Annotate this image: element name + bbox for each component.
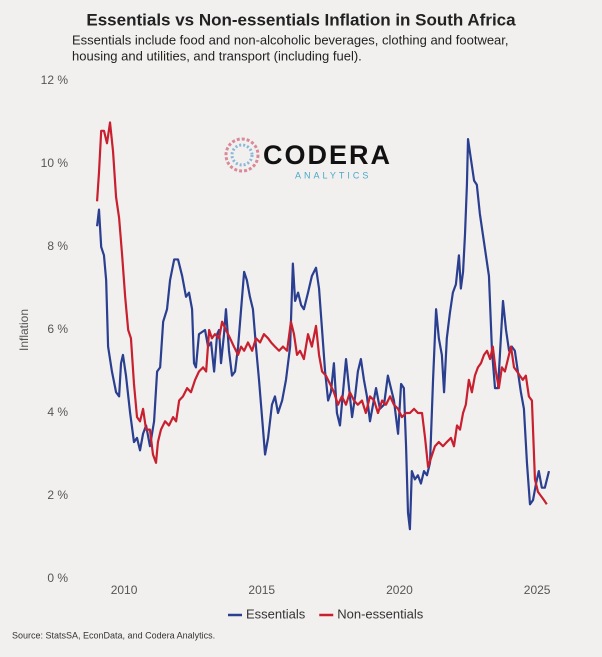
source: Source: StatsSA, EconData, and Codera An… <box>12 630 215 640</box>
x-tick-label: 2020 <box>386 583 413 597</box>
subtitle: housing and utilities, and transport (in… <box>72 48 362 63</box>
subtitle: Essentials include food and non-alcoholi… <box>72 32 509 47</box>
logo: CODERA ANALYTICS <box>224 137 392 180</box>
y-tick-label: 12 % <box>41 73 69 87</box>
logo-text: CODERA <box>263 140 392 170</box>
logo-mark <box>230 143 254 167</box>
series-line <box>95 121 548 505</box>
chart-title: Essentials vs Non-essentials Inflation i… <box>86 10 516 29</box>
y-tick-label: 6 % <box>47 322 68 336</box>
y-tick-label: 0 % <box>47 571 68 585</box>
x-tick-label: 2015 <box>248 583 275 597</box>
y-tick-label: 4 % <box>47 405 68 419</box>
y-tick-label: 8 % <box>47 239 68 253</box>
logo-subtext: ANALYTICS <box>295 170 371 180</box>
logo-mark <box>224 137 260 173</box>
y-axis-label: Inflation <box>17 309 31 351</box>
series-line <box>95 138 551 531</box>
legend-label: Non-essentials <box>337 606 423 621</box>
x-tick-label: 2010 <box>111 583 138 597</box>
y-tick-label: 10 % <box>41 156 69 170</box>
x-tick-label: 2025 <box>524 583 551 597</box>
legend-label: Essentials <box>246 606 306 621</box>
y-tick-label: 2 % <box>47 488 68 502</box>
